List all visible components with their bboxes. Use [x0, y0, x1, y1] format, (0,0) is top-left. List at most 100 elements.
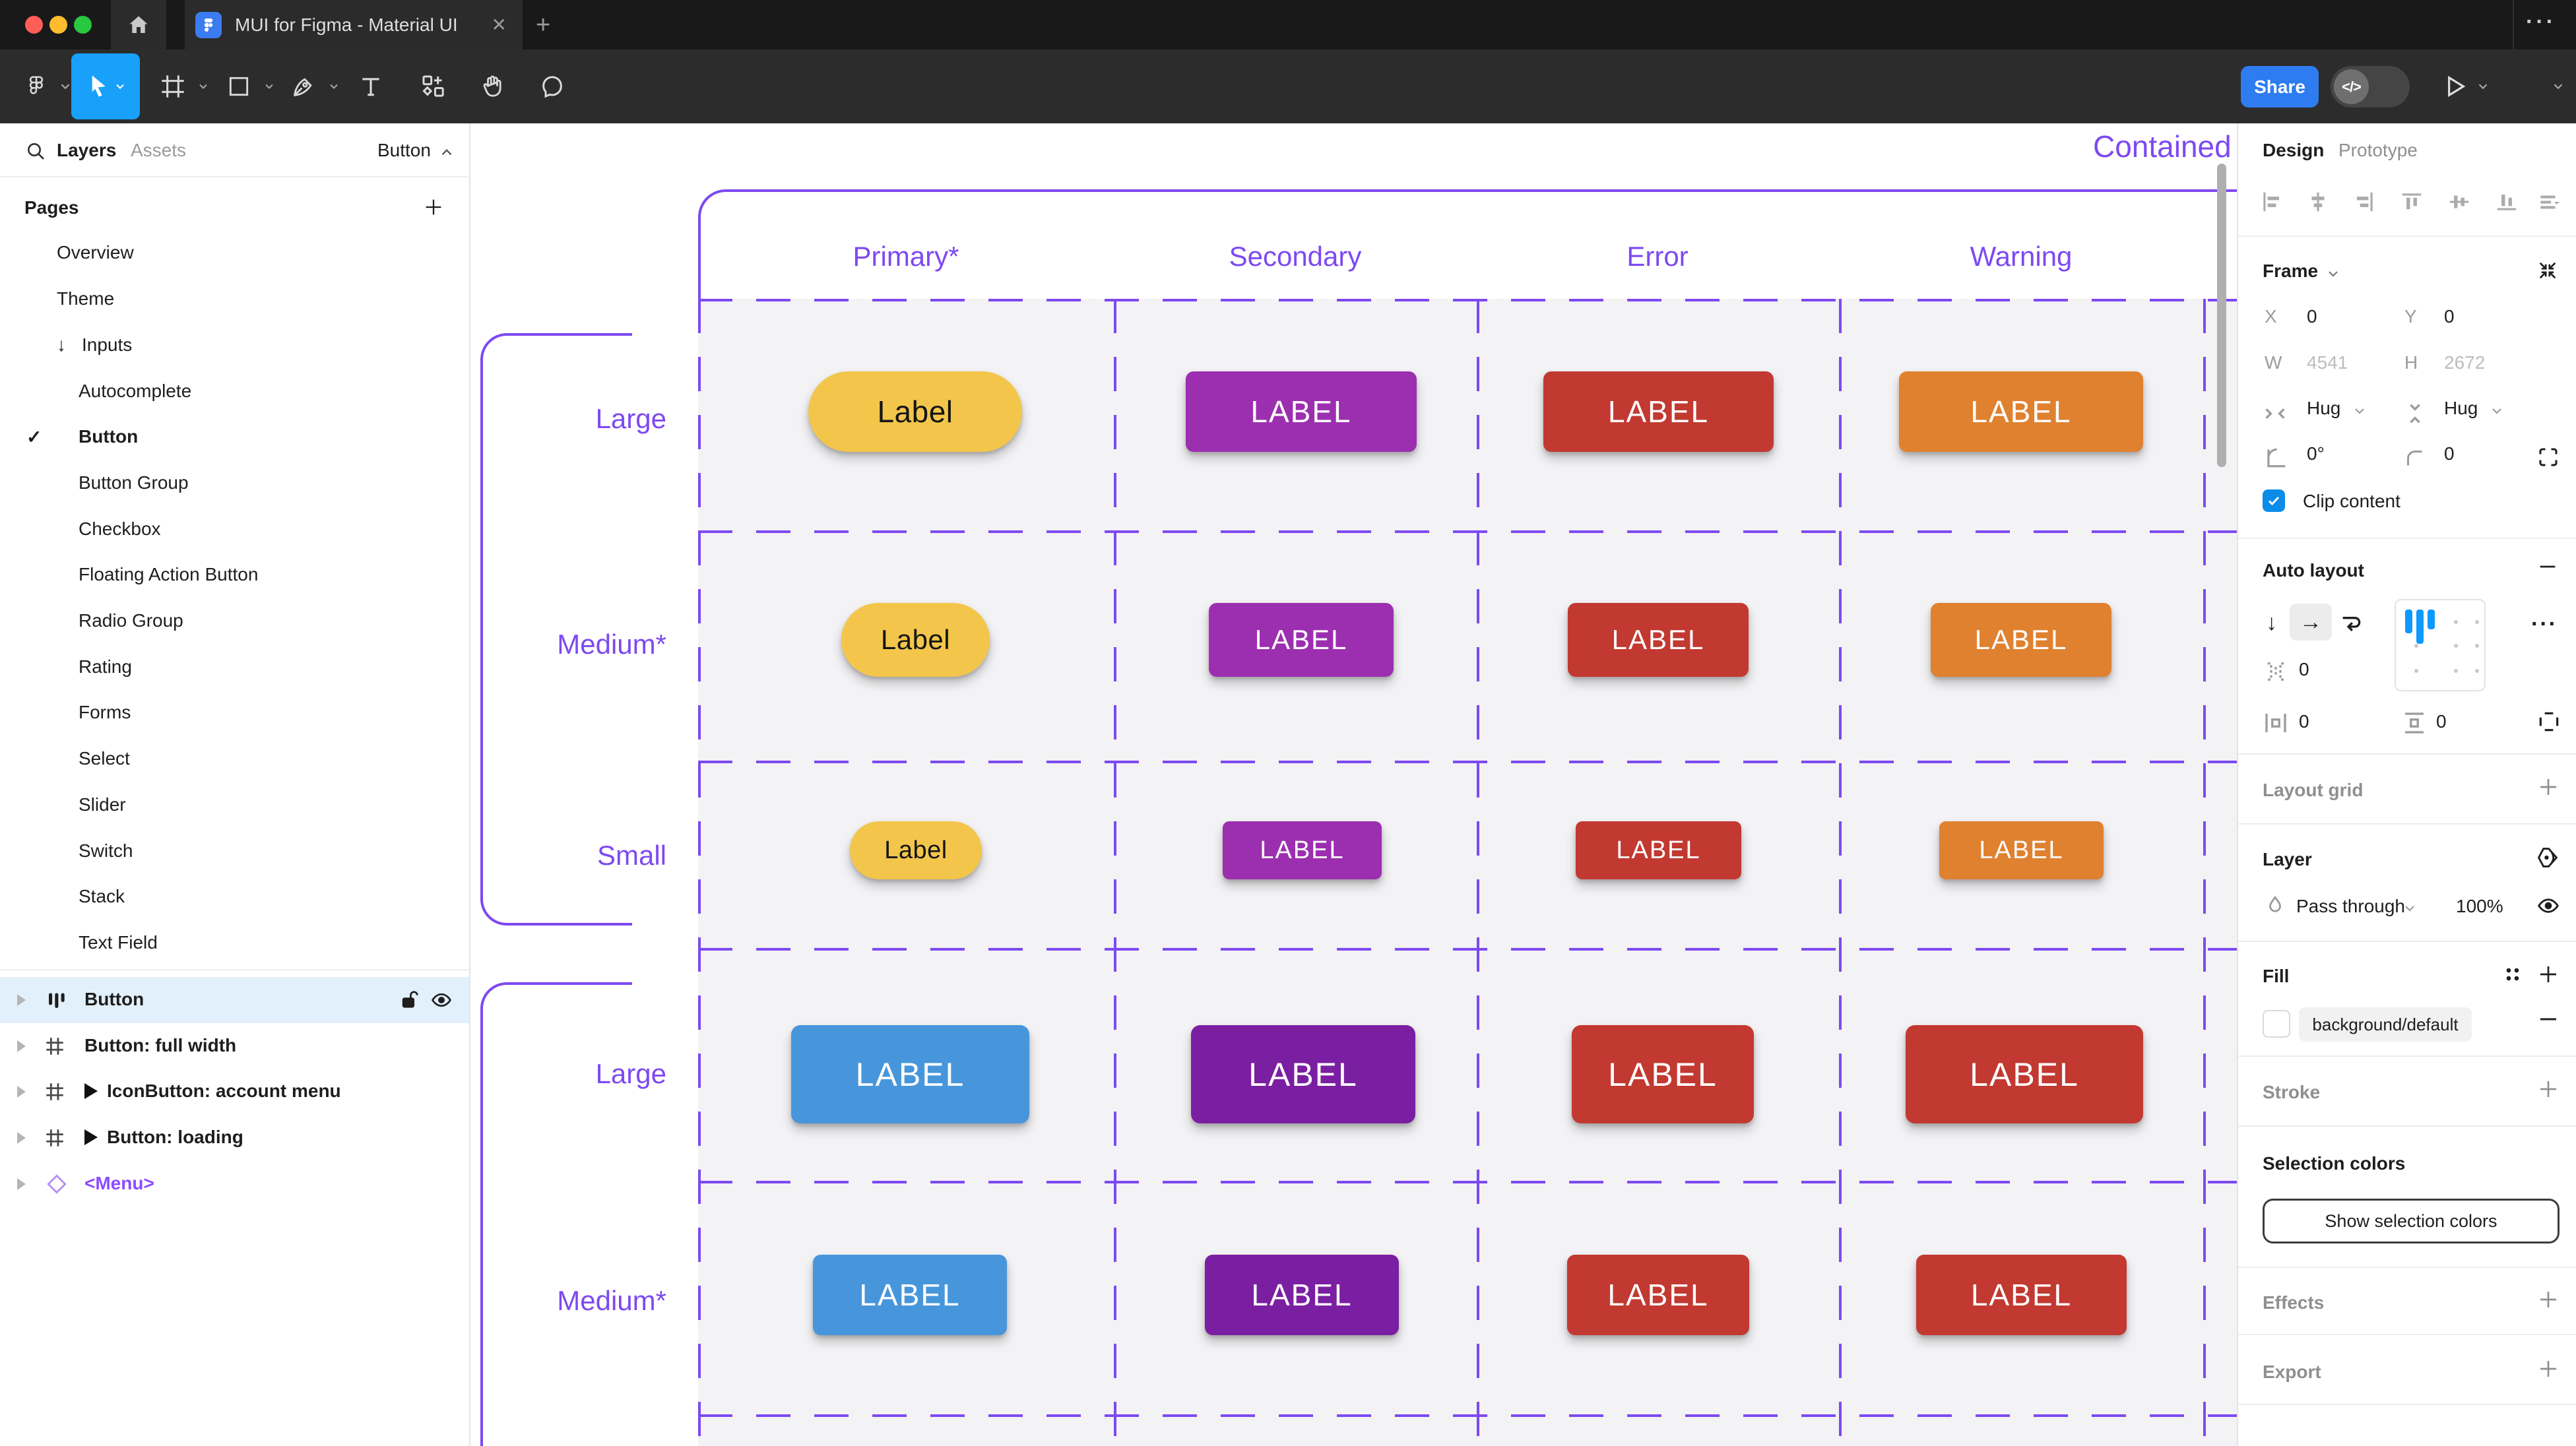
- layer-row-button-full-width[interactable]: Button: full width: [0, 1023, 469, 1069]
- expand-caret-icon[interactable]: [17, 1132, 26, 1144]
- sidebar-page-fab[interactable]: Floating Action Button: [79, 564, 259, 584]
- add-export-icon[interactable]: [2536, 1357, 2560, 1381]
- tab-close-icon[interactable]: ✕: [491, 15, 507, 35]
- align-v-center-icon[interactable]: [2447, 189, 2472, 214]
- collapse-panel-icon[interactable]: [2536, 259, 2559, 282]
- frame-section-header[interactable]: Frame: [2263, 261, 2319, 281]
- comment-tool-button[interactable]: [529, 49, 575, 123]
- vertical-padding-value[interactable]: 0: [2436, 711, 2447, 732]
- align-top-icon[interactable]: [2399, 189, 2424, 214]
- button-secondary-small[interactable]: LABEL: [1223, 821, 1382, 879]
- button-warning-medium[interactable]: LABEL: [1931, 603, 2111, 677]
- button-dark-purple-medium[interactable]: LABEL: [1205, 1255, 1399, 1335]
- button-warning-large[interactable]: LABEL: [1899, 371, 2143, 452]
- component-filter[interactable]: Button: [377, 140, 431, 160]
- hug-horizontal-value[interactable]: Hug: [2307, 398, 2341, 418]
- button-primary-medium[interactable]: Label: [841, 603, 990, 677]
- tab-layers[interactable]: Layers: [57, 140, 117, 160]
- share-button[interactable]: Share: [2241, 66, 2319, 108]
- layer-visibility-eye-icon[interactable]: [2536, 894, 2560, 918]
- corner-radius-value[interactable]: 0: [2444, 443, 2455, 464]
- sidebar-page-overview[interactable]: Overview: [57, 242, 134, 263]
- align-h-center-icon[interactable]: [2305, 189, 2331, 214]
- resources-tool-button[interactable]: [410, 49, 457, 123]
- home-button[interactable]: [111, 0, 166, 49]
- expand-caret-icon[interactable]: [17, 1086, 26, 1098]
- sidebar-page-stack[interactable]: Stack: [79, 886, 125, 906]
- button-error-large[interactable]: LABEL: [1543, 371, 1774, 452]
- button-blue-large[interactable]: LABEL: [791, 1025, 1029, 1123]
- button-error-small[interactable]: LABEL: [1576, 821, 1741, 879]
- pen-tool-chevron-icon[interactable]: [325, 49, 343, 123]
- file-tab[interactable]: MUI for Figma - Material UI ✕: [185, 0, 523, 49]
- layer-row-button-loading[interactable]: Button: loading: [0, 1115, 469, 1161]
- shape-tool-chevron-icon[interactable]: [260, 49, 278, 123]
- sidebar-page-button-group[interactable]: Button Group: [79, 472, 189, 493]
- opacity-value[interactable]: 100%: [2456, 896, 2503, 916]
- frame-chevron-icon[interactable]: [2325, 266, 2341, 282]
- remove-auto-layout-icon[interactable]: [2536, 555, 2559, 578]
- main-menu-chevron-icon[interactable]: [55, 49, 75, 123]
- align-bottom-icon[interactable]: [2494, 189, 2519, 214]
- button-red-large-1[interactable]: LABEL: [1572, 1025, 1754, 1123]
- frame-tool-chevron-icon[interactable]: [194, 49, 212, 123]
- frame-title[interactable]: Contained: [2093, 129, 2232, 164]
- unlock-icon[interactable]: [399, 988, 421, 1011]
- button-primary-large[interactable]: Label: [808, 371, 1022, 452]
- sidebar-page-button[interactable]: Button: [79, 426, 139, 447]
- frame-tool-button[interactable]: [152, 49, 194, 123]
- canvas[interactable]: Contained Primary* Secondary Error Warni…: [470, 123, 2237, 1446]
- zoom-chevron-icon[interactable]: [2548, 49, 2568, 123]
- blend-mode-value[interactable]: Pass through: [2296, 896, 2405, 916]
- sidebar-page-inputs[interactable]: Inputs: [82, 334, 133, 355]
- layer-row-iconbutton-account-menu[interactable]: IconButton: account menu: [0, 1069, 469, 1115]
- distribute-icon[interactable]: [2536, 189, 2561, 214]
- present-button[interactable]: [2436, 49, 2473, 123]
- expand-caret-icon[interactable]: [17, 1040, 26, 1052]
- auto-layout-more-icon[interactable]: ···: [2531, 612, 2558, 637]
- chevron-up-icon[interactable]: [438, 144, 455, 162]
- remove-fill-icon[interactable]: [2536, 1007, 2560, 1031]
- button-primary-small[interactable]: Label: [850, 821, 982, 879]
- auto-layout-right-selected[interactable]: →: [2290, 604, 2332, 641]
- add-layout-grid-icon[interactable]: [2536, 775, 2560, 799]
- button-error-medium[interactable]: LABEL: [1568, 603, 1749, 677]
- align-left-icon[interactable]: [2259, 189, 2284, 214]
- independent-padding-icon[interactable]: [2536, 709, 2561, 734]
- window-close-button[interactable]: [25, 16, 43, 34]
- auto-layout-wrap-icon[interactable]: [2338, 610, 2365, 637]
- move-tool-button[interactable]: [71, 53, 140, 119]
- present-chevron-icon[interactable]: [2473, 49, 2493, 123]
- window-more-menu[interactable]: ···: [2526, 9, 2556, 34]
- button-red-large-2[interactable]: LABEL: [1906, 1025, 2143, 1123]
- search-icon[interactable]: [25, 141, 46, 162]
- blend-chevron-icon[interactable]: [2402, 900, 2418, 916]
- button-blue-medium[interactable]: LABEL: [813, 1255, 1007, 1335]
- button-red-medium-2[interactable]: LABEL: [1916, 1255, 2127, 1335]
- button-red-medium-1[interactable]: LABEL: [1567, 1255, 1749, 1335]
- hug-vertical-value[interactable]: Hug: [2444, 398, 2478, 418]
- expand-caret-icon[interactable]: [17, 1178, 26, 1190]
- new-tab-button[interactable]: +: [536, 11, 551, 39]
- canvas-scrollbar[interactable]: [2217, 164, 2226, 467]
- layer-row-button-selected[interactable]: Button: [0, 977, 469, 1023]
- add-page-icon[interactable]: [422, 196, 445, 218]
- sidebar-page-theme[interactable]: Theme: [57, 288, 115, 309]
- text-tool-button[interactable]: [350, 49, 392, 123]
- hand-tool-button[interactable]: [470, 49, 516, 123]
- hug-chevron-icon[interactable]: [2352, 403, 2367, 419]
- independent-corners-icon[interactable]: [2536, 445, 2560, 469]
- shape-tool-button[interactable]: [218, 49, 260, 123]
- y-value[interactable]: 0: [2444, 306, 2455, 327]
- x-value[interactable]: 0: [2307, 306, 2317, 327]
- dev-mode-toggle[interactable]: </>: [2331, 66, 2410, 108]
- fill-color-swatch[interactable]: [2263, 1010, 2290, 1038]
- tab-prototype[interactable]: Prototype: [2338, 140, 2418, 160]
- tab-design[interactable]: Design: [2263, 140, 2325, 160]
- layer-row-menu-instance[interactable]: <Menu>: [0, 1161, 469, 1207]
- fill-styles-icon[interactable]: [2501, 962, 2525, 986]
- rotation-value[interactable]: 0°: [2307, 443, 2325, 464]
- hug-chevron-icon[interactable]: [2489, 403, 2505, 419]
- sidebar-page-switch[interactable]: Switch: [79, 840, 133, 861]
- add-fill-icon[interactable]: [2536, 962, 2560, 986]
